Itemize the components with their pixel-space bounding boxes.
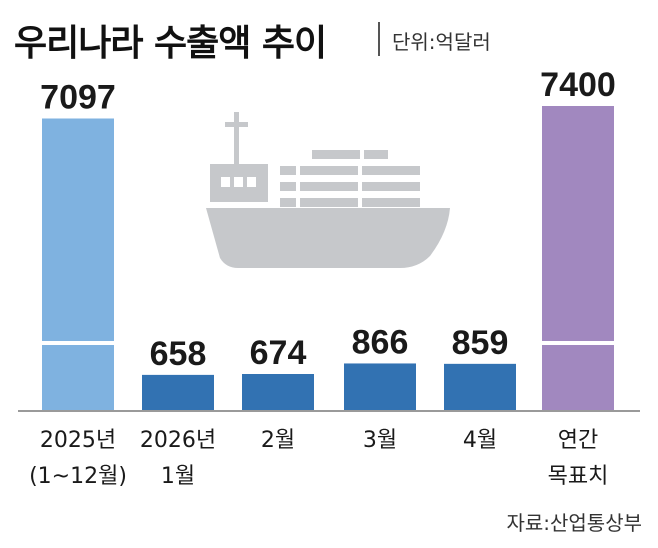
bar-0 xyxy=(42,118,114,411)
category-label: 2026년 xyxy=(140,428,216,453)
bars-layer xyxy=(42,106,614,411)
category-label: 2월 xyxy=(261,428,295,453)
value-label: 658 xyxy=(150,335,207,373)
value-label: 7400 xyxy=(540,66,616,104)
axis-break-mark xyxy=(542,341,614,345)
bar-4 xyxy=(444,363,516,411)
bar-2 xyxy=(242,374,314,411)
labels-layer: 7097 2025년 (1~12월) 658 2026년 1월 674 2월 866 3월 859 4… xyxy=(29,66,616,489)
category-label: 2025년 xyxy=(40,428,116,453)
source-note: 자료:산업통상부 xyxy=(506,511,642,535)
value-label: 674 xyxy=(250,334,307,372)
category-label: 3월 xyxy=(363,428,397,453)
category-label: 연간 xyxy=(558,428,598,453)
category-label: (1~12월) xyxy=(29,464,127,489)
cargo-ship-icon xyxy=(206,112,450,268)
bar-5 xyxy=(542,106,614,411)
title-divider xyxy=(378,22,380,56)
value-label: 7097 xyxy=(40,78,116,116)
axis-break-mark xyxy=(42,341,114,345)
bar-1 xyxy=(142,374,214,411)
bar-3 xyxy=(344,363,416,411)
category-label: 목표치 xyxy=(548,464,609,489)
chart-title: 우리나라 수출액 추이 xyxy=(14,23,327,64)
value-label: 866 xyxy=(352,323,409,361)
unit-label: 단위:억달러 xyxy=(392,30,491,54)
category-label: 4월 xyxy=(463,428,497,453)
category-label: 1월 xyxy=(161,464,195,489)
value-label: 859 xyxy=(452,324,509,362)
